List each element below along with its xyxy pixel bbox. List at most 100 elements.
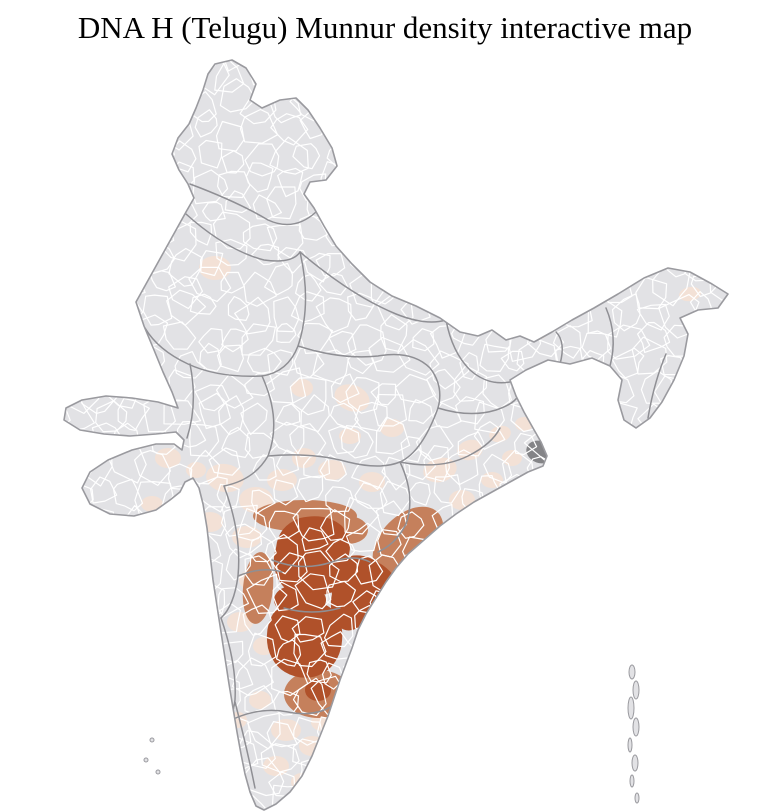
district-cell xyxy=(325,486,354,513)
district-cell xyxy=(408,187,434,216)
district-cell xyxy=(679,530,718,566)
district-cell xyxy=(321,739,355,779)
district-cell xyxy=(473,685,510,725)
district-cell xyxy=(403,448,437,481)
district-cell xyxy=(194,109,218,138)
district-cell xyxy=(131,555,166,582)
district-cell xyxy=(294,573,332,610)
andaman-nicobar-island[interactable] xyxy=(632,680,640,700)
district-cell xyxy=(68,723,93,744)
district-cell xyxy=(64,319,78,353)
andaman-nicobar-island[interactable] xyxy=(634,792,640,804)
district-cell xyxy=(268,66,293,93)
district-cell xyxy=(345,522,381,552)
density-region-low[interactable] xyxy=(323,752,341,768)
district-cell xyxy=(605,533,632,553)
density-region-low[interactable] xyxy=(199,256,231,280)
district-cell xyxy=(427,662,458,696)
density-region-low[interactable] xyxy=(291,379,313,397)
district-cell xyxy=(324,613,354,648)
density-region-low[interactable] xyxy=(487,423,512,444)
district-cell xyxy=(110,114,152,144)
district-cell xyxy=(244,555,274,586)
andaman-nicobar-island[interactable] xyxy=(627,696,635,720)
district-cell xyxy=(241,323,276,356)
density-region-low[interactable] xyxy=(249,691,271,709)
district-cell xyxy=(400,760,432,797)
district-cell xyxy=(560,134,594,164)
andaman-nicobar-island[interactable] xyxy=(627,737,633,753)
district-cell xyxy=(291,616,325,643)
district-cell xyxy=(273,479,299,506)
island-chains[interactable] xyxy=(143,664,640,804)
district-cell xyxy=(509,716,537,751)
district-cell xyxy=(64,87,84,113)
andaman-nicobar-island[interactable] xyxy=(631,754,639,772)
district-cell xyxy=(579,712,610,743)
district-cell xyxy=(300,64,329,89)
density-region-low[interactable] xyxy=(197,512,223,532)
district-cell xyxy=(64,119,93,153)
andaman-nicobar-island[interactable] xyxy=(632,717,640,737)
density-region-low[interactable] xyxy=(186,462,206,478)
district-cell xyxy=(95,709,125,740)
andaman-nicobar-island[interactable] xyxy=(629,774,635,788)
density-region-low[interactable] xyxy=(331,380,374,417)
district-cell xyxy=(347,184,387,225)
lakshadweep-island[interactable] xyxy=(143,757,149,763)
density-region-high[interactable] xyxy=(266,601,343,678)
district-cell xyxy=(65,171,98,207)
district-cell xyxy=(663,634,687,661)
density-region-high[interactable] xyxy=(274,584,326,616)
district-cell xyxy=(713,191,728,230)
district-cell xyxy=(329,553,359,583)
district-cell xyxy=(556,552,601,585)
district-cell xyxy=(586,684,620,718)
district-cell xyxy=(64,353,72,386)
district-cell xyxy=(198,392,231,430)
district-cell xyxy=(611,190,637,215)
district-cell xyxy=(433,474,461,504)
district-cell xyxy=(533,171,561,195)
district-cell xyxy=(636,722,663,744)
district-cell xyxy=(555,168,585,197)
district-cell xyxy=(346,674,378,709)
state-border-line xyxy=(144,327,263,377)
district-cell xyxy=(167,463,193,490)
district-cell xyxy=(426,368,461,404)
district-cell xyxy=(457,732,492,762)
district-cell xyxy=(467,83,504,119)
district-cell xyxy=(33,501,61,527)
district-cell xyxy=(504,763,543,796)
district-cell xyxy=(472,199,499,231)
state-border-line xyxy=(237,569,283,577)
district-cell xyxy=(590,586,616,612)
district-cell xyxy=(142,660,177,701)
lakshadweep-island[interactable] xyxy=(155,769,161,775)
district-cell xyxy=(717,711,728,748)
density-region-low[interactable] xyxy=(155,448,181,468)
district-cell xyxy=(709,345,728,380)
andaman-nicobar-island[interactable] xyxy=(628,664,636,680)
district-cell xyxy=(587,501,619,536)
district-cell xyxy=(390,781,431,810)
state-border-line xyxy=(271,557,371,568)
district-cell xyxy=(265,533,299,575)
district-cell xyxy=(146,191,171,223)
district-cell xyxy=(343,655,377,690)
district-cell xyxy=(67,251,89,280)
district-cell xyxy=(666,607,698,643)
district-cell xyxy=(364,82,408,119)
district-cell xyxy=(346,89,376,127)
lakshadweep-island[interactable] xyxy=(149,737,155,743)
density-region-low[interactable] xyxy=(141,496,163,512)
district-cell xyxy=(64,680,70,712)
district-cell xyxy=(654,712,691,738)
district-cell xyxy=(168,276,203,310)
district-cell xyxy=(248,535,277,563)
state-border-line xyxy=(647,353,667,419)
district-cell xyxy=(705,396,728,430)
district-cell xyxy=(527,634,556,668)
